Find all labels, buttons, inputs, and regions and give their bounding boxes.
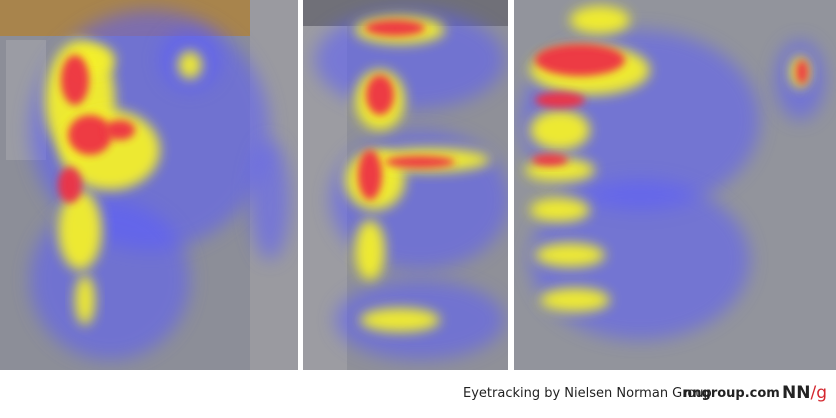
heat-spot [535,243,605,267]
heat-spot [250,140,290,260]
credit: Eyetracking by Nielsen Norman Group [463,386,712,401]
heat-spot [540,288,610,312]
heat-spot [530,110,590,150]
heat [315,10,508,360]
heatmap-panel [0,0,298,370]
heat-spot [75,275,95,325]
heat-spot [385,156,455,168]
heat-spot [105,120,135,140]
heatmap-panel [514,0,836,370]
heat-spot [360,308,440,332]
heat-spot [796,60,808,84]
heat-spot [366,75,394,115]
heat-spot [68,115,112,155]
heat-spot [535,44,625,76]
logo-nn: NN [782,383,810,403]
heat-spot [355,220,385,280]
heat-spot [530,198,590,222]
heat-spot [58,167,82,203]
logo-g: /g [810,383,827,403]
heatmap-panel [303,0,508,370]
site: nngroup.com [683,386,780,401]
heat-spot [365,20,425,36]
heat-spot [535,92,585,108]
heat-spot [58,190,102,270]
heat-spot [30,200,190,360]
logo: NN/g [782,383,827,403]
heat-spot [61,55,89,105]
heat-spot [358,150,382,200]
heat [30,10,290,360]
heat [520,6,825,340]
heat-spot [570,6,630,34]
heat-spot [532,154,568,166]
heat-spot [178,51,202,79]
